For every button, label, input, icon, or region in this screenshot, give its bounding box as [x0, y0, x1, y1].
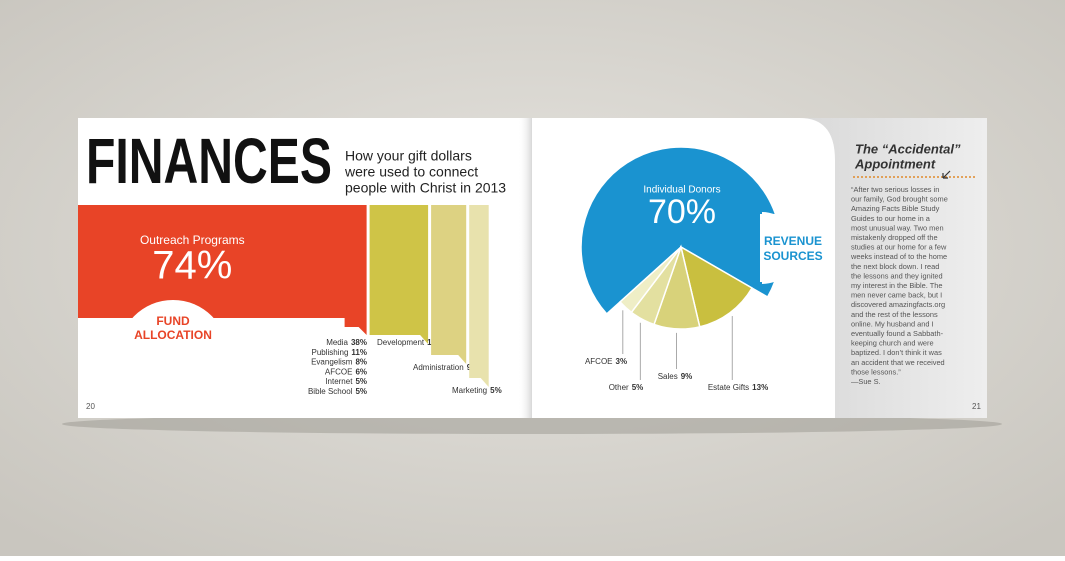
page-number: 20: [86, 402, 95, 411]
value: 5%: [490, 386, 502, 395]
sidebar-line: the lessons and they ignited: [851, 271, 943, 280]
sidebar-line: my interest in the Bible. The: [851, 281, 942, 290]
bar-label: Outreach Programs: [140, 233, 245, 247]
slice-label: Estate Gifts 13%: [708, 383, 768, 392]
charts: Outreach Programs74%Development15%Admini…: [78, 146, 834, 396]
bar-pointer: [458, 355, 467, 364]
badge: [118, 300, 228, 355]
attribution: —Sue S.: [851, 377, 881, 386]
value: 13%: [752, 383, 768, 392]
category: Estate Gifts: [708, 383, 749, 392]
category: Marketing: [452, 386, 487, 395]
value: 6%: [355, 368, 367, 377]
category: Internet: [325, 377, 353, 386]
breakdown-item: Bible School 5%: [308, 387, 367, 396]
arrow-icon: [942, 170, 951, 179]
bar: [369, 205, 429, 335]
subtitle: people with Christ in 2013: [345, 180, 506, 196]
subtitle: were used to connect: [344, 164, 478, 180]
category: AFCOE: [325, 368, 353, 377]
breakdown-item: Media 38%: [326, 338, 367, 347]
bar-pointer: [420, 335, 429, 344]
sidebar-line: the next block down. I read: [851, 262, 939, 271]
sidebar-title: The “Accidental”: [855, 141, 961, 156]
category: Bible School: [308, 387, 353, 396]
breakdown-item: Internet 5%: [325, 377, 367, 386]
sidebar-line: weeks instead of to the home: [850, 252, 947, 261]
sidebar-line: and the rest of the lessons: [851, 310, 938, 319]
category: Development: [377, 338, 425, 347]
bar-label: Marketing 5%: [452, 386, 502, 395]
value: 8%: [355, 358, 367, 367]
badge-label: REVENUE: [764, 234, 822, 248]
badge-label: FUND: [156, 314, 190, 328]
slice-label: AFCOE 3%: [585, 357, 627, 366]
category: Other: [609, 383, 629, 392]
bar-value: 74%: [152, 244, 232, 288]
slice-label: Individual Donors: [643, 185, 720, 196]
sidebar-line: “After two serious losses in: [851, 185, 939, 194]
sidebar-line: eventually found a Sabbath-: [851, 329, 944, 338]
bar: [469, 205, 489, 378]
slice-value: 70%: [648, 193, 716, 231]
sidebar-line: our family, God brought some: [851, 195, 948, 204]
sidebar-line: online. My husband and I: [851, 319, 934, 328]
sidebar-line: an accident that we received: [851, 358, 945, 367]
sidebar-line: Amazing Facts Bible Study: [851, 204, 940, 213]
value: 9%: [681, 372, 693, 381]
sidebar-line: most unusual way. Two men: [851, 223, 944, 232]
subtitle: How your gift dollars: [345, 148, 472, 164]
sidebar-line: discovered amazingfacts.org: [851, 300, 945, 309]
sidebar-line: those lessons.”: [851, 367, 901, 376]
category: Publishing: [312, 348, 349, 357]
value: 5%: [355, 387, 367, 396]
slice-label: Sales 9%: [658, 372, 693, 381]
sidebar-line: studies at our home for a few: [851, 243, 947, 252]
badge-label: SOURCES: [763, 249, 822, 263]
value: 5%: [355, 377, 367, 386]
sidebar-line: baptized. I don’t think it was: [851, 348, 942, 357]
sidebar-line: mistakenly dropped off the: [851, 233, 938, 242]
breakdown-item: Evangelism 8%: [311, 358, 367, 367]
badge-label: ALLOCATION: [134, 328, 212, 342]
sidebar-line: keeping church and were: [851, 339, 934, 348]
sidebar-line: Guides to our home in a: [851, 214, 931, 223]
category: AFCOE: [585, 357, 613, 366]
shadow: [62, 414, 1002, 434]
title: FINANCES: [86, 125, 332, 197]
bar-pointer: [480, 378, 489, 387]
value: 38%: [351, 338, 367, 347]
breakdown-item: Publishing 11%: [312, 348, 368, 357]
breakdown-item: AFCOE 6%: [325, 368, 367, 377]
pie-slice: [619, 246, 682, 314]
pie-slice: [679, 245, 754, 328]
slice-label: Other 5%: [609, 383, 644, 392]
category: Media: [326, 338, 348, 347]
bar: [78, 205, 367, 318]
category: Evangelism: [311, 358, 353, 367]
value: 11%: [351, 348, 367, 357]
bar: [431, 205, 467, 355]
category: Sales: [658, 372, 678, 381]
value: 5%: [632, 383, 644, 392]
page-number: 21: [972, 402, 981, 411]
category: Administration: [413, 363, 464, 372]
sidebar-line: men never came back, but I: [851, 291, 942, 300]
bar-label: Administration9%: [413, 363, 478, 372]
sidebar-panel: [800, 118, 987, 418]
sidebar-title: Appointment: [854, 156, 936, 171]
badge: [760, 214, 834, 282]
value: 3%: [616, 357, 628, 366]
bar-tab: [344, 318, 367, 335]
